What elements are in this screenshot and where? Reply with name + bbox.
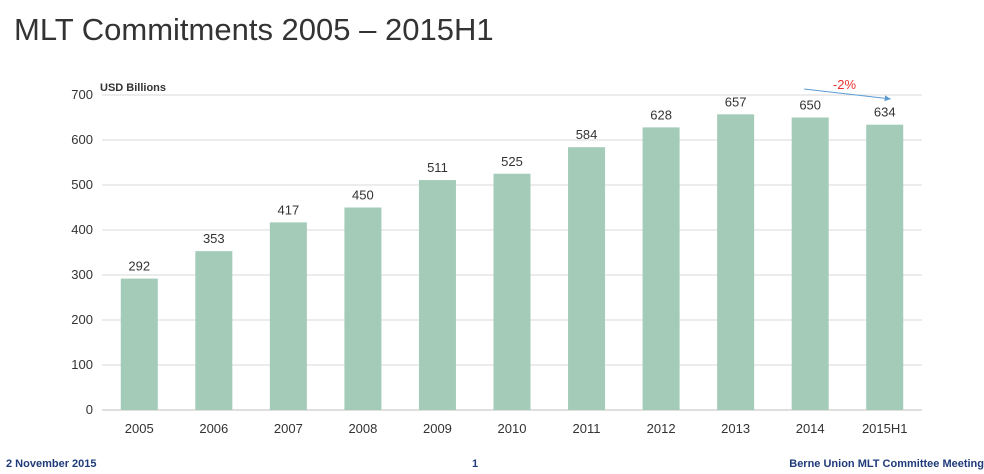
y-tick-label: 600: [71, 132, 93, 147]
x-tick-label-2011: 2011: [573, 421, 601, 436]
x-tick-label-2007: 2007: [274, 421, 303, 436]
data-label-2007: 417: [278, 202, 300, 217]
bar-2010: [493, 173, 531, 410]
x-tick-label-2008: 2008: [348, 421, 377, 436]
bar-2012: [642, 127, 680, 411]
data-label-2006: 353: [203, 231, 225, 246]
change-annotation: -2%: [804, 77, 891, 102]
bar-2007: [269, 222, 307, 410]
change-label: -2%: [833, 77, 857, 92]
change-arrow: [804, 88, 891, 102]
data-label-2011: 584: [576, 127, 598, 142]
x-tick-label-2012: 2012: [647, 421, 676, 436]
bar-2011: [568, 147, 606, 410]
footer-date: 2 November 2015: [6, 458, 97, 470]
x-tick-label-2010: 2010: [498, 421, 527, 436]
y-tick-label: 0: [86, 402, 93, 417]
data-label-2013: 657: [725, 94, 747, 109]
x-tick-label-2009: 2009: [423, 421, 452, 436]
y-axis-label: USD Billions: [100, 82, 166, 94]
data-label-2008: 450: [352, 188, 374, 203]
data-label-2010: 525: [501, 154, 523, 169]
x-tick-label-2015H1: 2015H1: [862, 421, 908, 436]
data-labels: 292 353 417 450 511 525 584 628 657 650 634: [128, 94, 895, 273]
footer-event-name: Berne Union MLT Committee Meeting: [789, 458, 984, 470]
data-label-2009: 511: [427, 160, 448, 175]
bar-2008: [344, 207, 382, 410]
bar-2005: [120, 278, 158, 410]
x-tick-label-2006: 2006: [199, 421, 228, 436]
data-label-2015H1: 634: [874, 105, 896, 120]
y-tick-label: 700: [71, 87, 93, 102]
bars: [120, 114, 904, 411]
data-label-2012: 628: [650, 107, 672, 122]
bar-2013: [717, 114, 755, 410]
bar-2006: [195, 251, 233, 410]
y-tick-label: 100: [71, 357, 93, 372]
data-label-2014: 650: [799, 98, 821, 113]
y-axis: 0 100 200 300 400 500 600 700: [71, 87, 93, 417]
y-tick-label: 300: [71, 267, 93, 282]
bar-2015H1: [866, 124, 904, 410]
slide-title: MLT Commitments 2005 – 2015H1: [14, 12, 494, 47]
x-tick-label-2013: 2013: [721, 421, 750, 436]
bar-2009: [418, 180, 456, 410]
y-tick-label: 200: [71, 312, 93, 327]
y-tick-label: 400: [71, 222, 93, 237]
x-tick-label-2014: 2014: [796, 421, 825, 436]
bar-2014: [791, 117, 829, 410]
x-tick-label-2005: 2005: [125, 421, 154, 436]
data-label-2005: 292: [128, 259, 150, 274]
x-axis: 2005 2006 2007 2008 2009 2010 2011 2012 2013 2014…: [125, 421, 908, 436]
y-tick-label: 500: [71, 177, 93, 192]
footer-page-number: 1: [472, 458, 479, 470]
